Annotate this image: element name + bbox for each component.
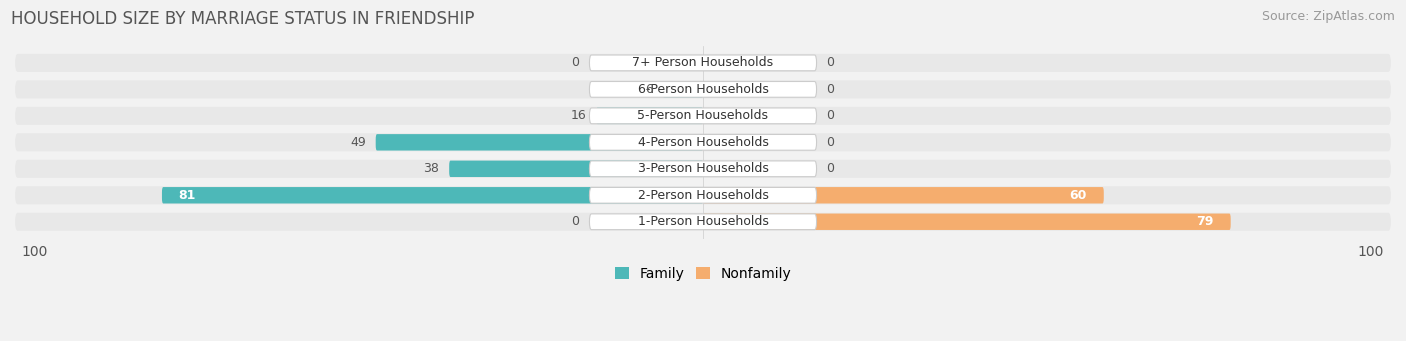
Text: HOUSEHOLD SIZE BY MARRIAGE STATUS IN FRIENDSHIP: HOUSEHOLD SIZE BY MARRIAGE STATUS IN FRI… [11,10,475,28]
FancyBboxPatch shape [449,161,703,177]
Text: 16: 16 [571,109,586,122]
Text: Source: ZipAtlas.com: Source: ZipAtlas.com [1261,10,1395,23]
FancyBboxPatch shape [589,214,817,229]
FancyBboxPatch shape [15,54,1391,72]
FancyBboxPatch shape [15,107,1391,125]
FancyBboxPatch shape [15,213,1391,231]
Text: 6: 6 [645,83,652,96]
FancyBboxPatch shape [703,213,1230,230]
Text: 0: 0 [827,56,835,70]
FancyBboxPatch shape [15,133,1391,151]
FancyBboxPatch shape [589,161,817,177]
Text: 38: 38 [423,162,439,175]
Text: 4-Person Households: 4-Person Households [637,136,769,149]
FancyBboxPatch shape [703,187,1104,204]
Text: 49: 49 [350,136,366,149]
Text: 0: 0 [571,215,579,228]
FancyBboxPatch shape [15,160,1391,178]
Text: 81: 81 [179,189,195,202]
FancyBboxPatch shape [589,188,817,203]
Text: 0: 0 [827,109,835,122]
Text: 0: 0 [827,136,835,149]
FancyBboxPatch shape [589,55,817,71]
Text: 3-Person Households: 3-Person Households [637,162,769,175]
FancyBboxPatch shape [662,81,703,98]
Text: 79: 79 [1197,215,1213,228]
FancyBboxPatch shape [589,108,817,124]
Text: 0: 0 [827,162,835,175]
Text: 0: 0 [827,83,835,96]
Text: 2-Person Households: 2-Person Households [637,189,769,202]
Text: 7+ Person Households: 7+ Person Households [633,56,773,70]
Legend: Family, Nonfamily: Family, Nonfamily [609,261,797,286]
FancyBboxPatch shape [162,187,703,204]
FancyBboxPatch shape [15,186,1391,204]
Text: 60: 60 [1070,189,1087,202]
Text: 0: 0 [571,56,579,70]
FancyBboxPatch shape [589,81,817,97]
FancyBboxPatch shape [596,108,703,124]
Text: 6-Person Households: 6-Person Households [637,83,769,96]
Text: 5-Person Households: 5-Person Households [637,109,769,122]
FancyBboxPatch shape [375,134,703,150]
FancyBboxPatch shape [15,80,1391,99]
FancyBboxPatch shape [589,134,817,150]
Text: 1-Person Households: 1-Person Households [637,215,769,228]
